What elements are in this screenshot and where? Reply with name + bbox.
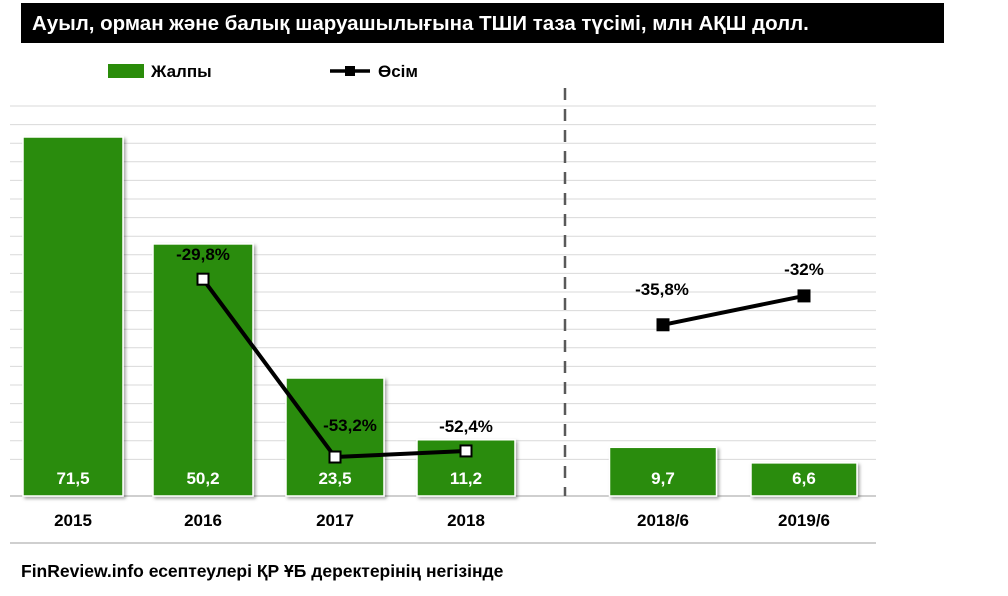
bar-2015 — [22, 136, 124, 497]
legend-swatch-bar — [108, 64, 144, 78]
legend-label-line: Өсім — [378, 62, 418, 81]
legend-swatch-marker — [345, 66, 355, 76]
x-tick-label: 2017 — [316, 511, 354, 530]
x-tick-label: 2019/6 — [778, 511, 830, 530]
growth-marker-2018 — [459, 444, 473, 458]
title-bar: Ауыл, орман және балық шаруашылығына ТШИ… — [21, 3, 944, 43]
x-tick-label: 2016 — [184, 511, 222, 530]
bar-2018/6 — [608, 446, 718, 497]
growth-value-label: -53,2% — [323, 416, 377, 435]
legend-label-bar: Жалпы — [150, 62, 212, 81]
growth-line-segment — [333, 448, 468, 460]
growth-value-label: -52,4% — [439, 417, 493, 436]
source-note: FinReview.info есептеулері ҚР ҰБ деректе… — [21, 561, 504, 581]
growth-marker-2018/6 — [656, 318, 670, 332]
bar-value-label: 6,6 — [792, 469, 816, 488]
bar-value-label: 23,5 — [318, 469, 351, 488]
bar-value-label: 71,5 — [56, 469, 89, 488]
growth-value-label: -29,8% — [176, 245, 230, 264]
growth-line-segment — [661, 293, 806, 327]
bar-value-label: 9,7 — [651, 469, 675, 488]
bar-2016 — [152, 243, 254, 497]
growth-marker-2017 — [328, 450, 342, 464]
growth-line-segment — [201, 277, 337, 460]
x-tick-label: 2018/6 — [637, 511, 689, 530]
bar-value-label: 50,2 — [186, 469, 219, 488]
growth-marker-2016 — [196, 272, 210, 286]
growth-marker-2019/6 — [797, 289, 811, 303]
growth-value-label: -35,8% — [635, 280, 689, 299]
growth-value-label: -32% — [784, 260, 824, 279]
bar-2017 — [285, 377, 385, 497]
x-tick-label: 2015 — [54, 511, 92, 530]
bar-2019/6 — [750, 462, 858, 497]
chart-title: Ауыл, орман және балық шаруашылығына ТШИ… — [32, 12, 809, 35]
x-tick-label: 2018 — [447, 511, 485, 530]
bar-value-label: 11,2 — [450, 469, 482, 488]
